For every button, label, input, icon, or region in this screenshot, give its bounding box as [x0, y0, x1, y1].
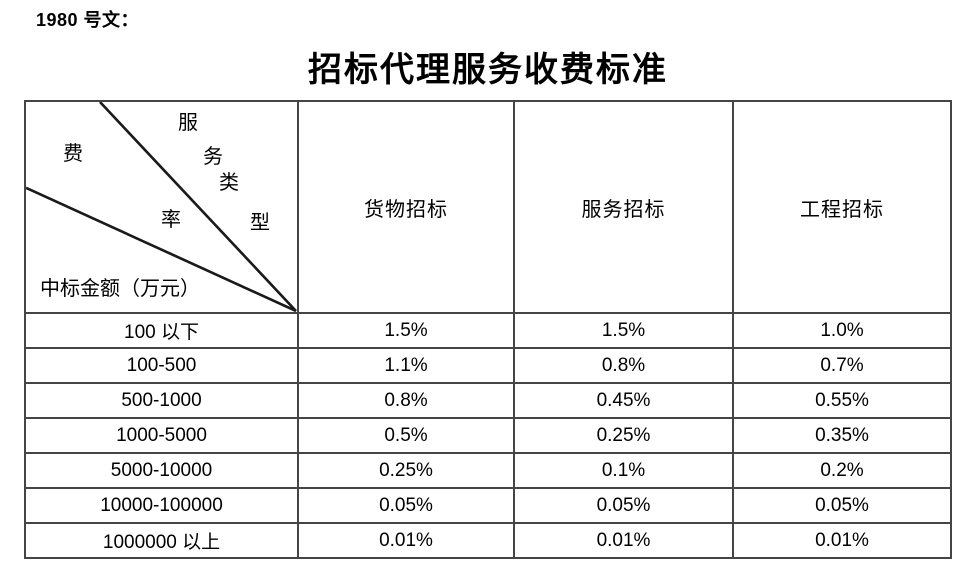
corner-row-axis-char-1: 费 — [63, 143, 83, 165]
column-header-goods: 货物招标 — [297, 100, 515, 314]
rate-cell: 0.01% — [513, 522, 734, 559]
rate-cell: 1.1% — [297, 347, 515, 384]
rate-cell: 1.0% — [732, 312, 952, 349]
diagonal-line-upper — [99, 102, 297, 312]
column-header-services: 服务招标 — [513, 100, 734, 314]
amount-range-cell: 500-1000 — [24, 382, 299, 419]
amount-range-cell: 100 以下 — [24, 312, 299, 349]
table-row: 1000000 以上 0.01% 0.01% 0.01% — [24, 522, 952, 559]
table-row: 5000-10000 0.25% 0.1% 0.2% — [24, 452, 952, 489]
rate-cell: 0.8% — [513, 347, 734, 384]
table-row: 100-500 1.1% 0.8% 0.7% — [24, 347, 952, 384]
corner-cell-inner: 服 务 类 型 费 率 中标金额（万元） — [26, 102, 297, 312]
header-row: 服 务 类 型 费 率 中标金额（万元） 货物招标 服务招标 工程招标 — [24, 100, 952, 314]
rate-cell: 0.55% — [732, 382, 952, 419]
rate-cell: 0.2% — [732, 452, 952, 489]
doc-reference-number: 1980 号文： — [36, 10, 140, 30]
rate-cell: 0.25% — [297, 452, 515, 489]
amount-range-cell: 100-500 — [24, 347, 299, 384]
rate-cell: 0.45% — [513, 382, 734, 419]
table-row: 10000-100000 0.05% 0.05% 0.05% — [24, 487, 952, 524]
table-row: 1000-5000 0.5% 0.25% 0.35% — [24, 417, 952, 454]
rate-cell: 0.8% — [297, 382, 515, 419]
rate-cell: 0.01% — [732, 522, 952, 559]
rate-cell: 1.5% — [513, 312, 734, 349]
amount-range-cell: 1000-5000 — [24, 417, 299, 454]
corner-row-header-label: 中标金额（万元） — [40, 278, 200, 300]
corner-col-axis-char-4: 型 — [250, 212, 270, 234]
rate-cell: 0.5% — [297, 417, 515, 454]
table-corner-cell: 服 务 类 型 费 率 中标金额（万元） — [24, 100, 299, 314]
rate-cell: 0.05% — [513, 487, 734, 524]
page-title: 招标代理服务收费标准 — [308, 52, 668, 89]
corner-col-axis-char-3: 类 — [219, 172, 239, 194]
rate-cell: 0.25% — [513, 417, 734, 454]
table-row: 500-1000 0.8% 0.45% 0.55% — [24, 382, 952, 419]
rate-cell: 0.1% — [513, 452, 734, 489]
column-header-engineering: 工程招标 — [732, 100, 952, 314]
corner-col-axis-char-1: 服 — [178, 112, 198, 134]
rate-cell: 1.5% — [297, 312, 515, 349]
corner-col-axis-char-2: 务 — [203, 146, 223, 168]
rate-cell: 0.05% — [297, 487, 515, 524]
corner-row-axis-char-2: 率 — [161, 209, 181, 231]
diagonal-line-lower — [26, 186, 297, 312]
fee-standard-table: 服 务 类 型 费 率 中标金额（万元） 货物招标 服务招标 工程招标 100 … — [24, 100, 952, 559]
amount-range-cell: 5000-10000 — [24, 452, 299, 489]
rate-cell: 0.7% — [732, 347, 952, 384]
table-row: 100 以下 1.5% 1.5% 1.0% — [24, 312, 952, 349]
rate-cell: 0.35% — [732, 417, 952, 454]
amount-range-cell: 10000-100000 — [24, 487, 299, 524]
rate-cell: 0.05% — [732, 487, 952, 524]
diagonal-divider-lines — [26, 102, 297, 312]
rate-cell: 0.01% — [297, 522, 515, 559]
amount-range-cell: 1000000 以上 — [24, 522, 299, 559]
